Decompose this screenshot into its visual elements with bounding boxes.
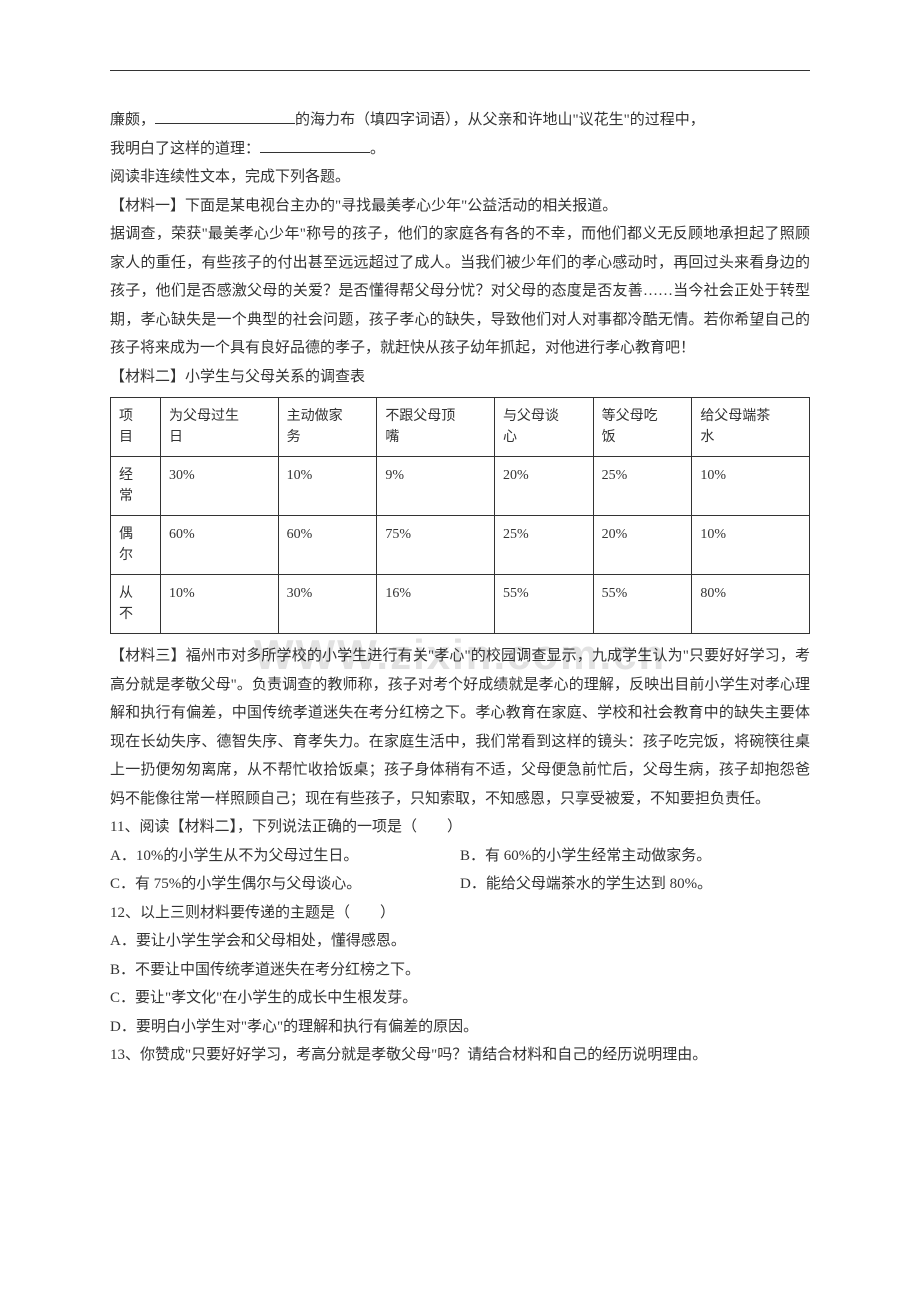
h6l2: 水 [700, 430, 714, 445]
h5l1: 等父母吃 [602, 409, 658, 424]
survey-table: 项 目 为父母过生 日 主动做家 务 不跟父母顶 嘴 与父母谈 心 [110, 397, 810, 634]
q11-a: A．10%的小学生从不为父母过生日。 [110, 842, 460, 871]
row2-label: 从 不 [111, 575, 161, 634]
cell: 10% [692, 516, 810, 575]
cell: 60% [161, 516, 279, 575]
header-col3: 不跟父母顶 嘴 [377, 398, 495, 457]
header-col2: 主动做家 务 [278, 398, 377, 457]
header-col1: 为父母过生 日 [161, 398, 279, 457]
cell: 10% [692, 457, 810, 516]
header-col6: 给父母端茶 水 [692, 398, 810, 457]
cell: 80% [692, 575, 810, 634]
q12-c: C．要让"孝文化"在小学生的成长中生根发芽。 [110, 984, 810, 1013]
q12-b: B．不要让中国传统孝道迷失在考分红榜之下。 [110, 956, 810, 985]
r0l2: 常 [119, 489, 133, 504]
q11-stem: 11、阅读【材料二】，下列说法正确的一项是（ ） [110, 813, 810, 842]
cell: 20% [494, 457, 593, 516]
header-col0: 项 目 [111, 398, 161, 457]
table-row: 经 常 30% 10% 9% 20% 25% 10% [111, 457, 810, 516]
cell: 30% [278, 575, 377, 634]
q11-b: B．有 60%的小学生经常主动做家务。 [460, 842, 810, 871]
q13-stem: 13、你赞成"只要好好学习，考高分就是孝敬父母"吗？请结合材料和自己的经历说明理… [110, 1041, 810, 1070]
q12-d: D．要明白小学生对"孝心"的理解和执行有偏差的原因。 [110, 1013, 810, 1042]
table-row: 从 不 10% 30% 16% 55% 55% 80% [111, 575, 810, 634]
h4l2: 心 [503, 430, 517, 445]
q11-c: C．有 75%的小学生偶尔与父母谈心。 [110, 870, 460, 899]
r2l2: 不 [119, 607, 133, 622]
row1-label: 偶 尔 [111, 516, 161, 575]
header-col4: 与父母谈 心 [494, 398, 593, 457]
blank-idiom [155, 123, 295, 124]
cell: 9% [377, 457, 495, 516]
r1l2: 尔 [119, 548, 133, 563]
h3l1: 不跟父母顶 [385, 409, 455, 424]
cell: 25% [593, 457, 692, 516]
section-read: 阅读非连续性文本，完成下列各题。 [110, 163, 810, 192]
q11-d: D．能给父母端茶水的学生达到 80%。 [460, 870, 810, 899]
q11-row1: A．10%的小学生从不为父母过生日。 B．有 60%的小学生经常主动做家务。 [110, 842, 810, 871]
r0l1: 经 [119, 468, 133, 483]
r2l1: 从 [119, 586, 133, 601]
material3-body: 【材料三】福州市对多所学校的小学生进行有关"孝心"的校园调查显示，九成学生认为"… [110, 642, 810, 813]
cell: 55% [494, 575, 593, 634]
cell: 55% [593, 575, 692, 634]
q12-a: A．要让小学生学会和父母相处，懂得感恩。 [110, 927, 810, 956]
h2l1: 主动做家 [287, 409, 343, 424]
intro-mid: 的海力布（填四字词语），从父亲和许地山"议花生"的过程中， [295, 112, 705, 128]
q11-row2: C．有 75%的小学生偶尔与父母谈心。 D．能给父母端茶水的学生达到 80%。 [110, 870, 810, 899]
header-col5: 等父母吃 饭 [593, 398, 692, 457]
table-row: 偶 尔 60% 60% 75% 25% 20% 10% [111, 516, 810, 575]
cell: 75% [377, 516, 495, 575]
intro-line2-prefix: 我明白了这样的道理： [110, 141, 260, 157]
intro-line2-suffix: 。 [370, 141, 385, 157]
cell: 16% [377, 575, 495, 634]
h1l2: 日 [169, 430, 183, 445]
cell: 30% [161, 457, 279, 516]
h3l2: 嘴 [385, 430, 399, 445]
r1l1: 偶 [119, 527, 133, 542]
cell: 20% [593, 516, 692, 575]
h2l2: 务 [287, 430, 301, 445]
intro-line2: 我明白了这样的道理： 。 [110, 135, 810, 164]
intro-line: 廉颇， 的海力布（填四字词语），从父亲和许地山"议花生"的过程中， [110, 106, 810, 135]
intro-prefix: 廉颇， [110, 112, 155, 128]
top-rule [110, 70, 810, 71]
row0-label: 经 常 [111, 457, 161, 516]
material1-body: 据调查，荣获"最美孝心少年"称号的孩子，他们的家庭各有各的不幸，而他们都义无反顾… [110, 220, 810, 363]
h1l1: 为父母过生 [169, 409, 239, 424]
cell: 10% [161, 575, 279, 634]
material2-title: 【材料二】小学生与父母关系的调查表 [110, 363, 810, 392]
cell: 25% [494, 516, 593, 575]
table-header-row: 项 目 为父母过生 日 主动做家 务 不跟父母顶 嘴 与父母谈 心 [111, 398, 810, 457]
blank-moral [260, 152, 370, 153]
header-col0-l1: 项 [119, 409, 133, 424]
h6l1: 给父母端茶 [700, 409, 770, 424]
header-col0-l2: 目 [119, 430, 133, 445]
h4l1: 与父母谈 [503, 409, 559, 424]
cell: 10% [278, 457, 377, 516]
material1-title: 【材料一】下面是某电视台主办的"寻找最美孝心少年"公益活动的相关报道。 [110, 192, 810, 221]
q12-stem: 12、以上三则材料要传递的主题是（ ） [110, 899, 810, 928]
h5l2: 饭 [602, 430, 616, 445]
cell: 60% [278, 516, 377, 575]
